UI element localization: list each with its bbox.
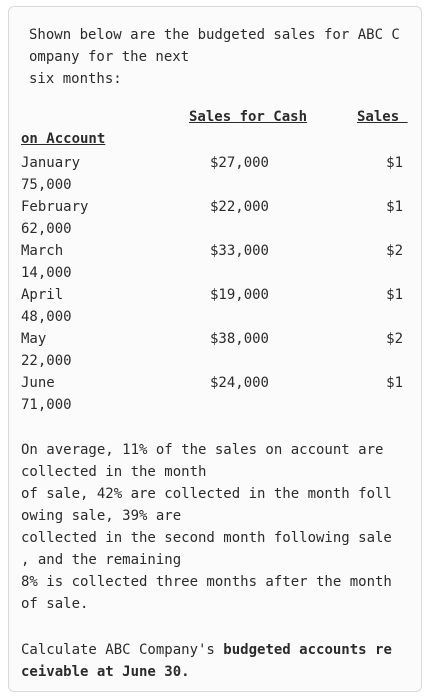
question-suffix: . (181, 664, 190, 680)
sales-on-account-tail: 48,000 (21, 309, 72, 325)
sales-for-cash-value: $19,000 (209, 287, 269, 303)
header-sales-for-cash: Sales for Cash (189, 109, 308, 125)
collection-line-5: collected in the second month following … (21, 530, 392, 546)
sales-on-account-tail: 62,000 (21, 221, 72, 237)
collection-line-7: 8% is collected three months after the m… (21, 574, 392, 590)
sales-on-account-head: $2 (386, 243, 403, 259)
collection-line-6: , and the remaining (21, 552, 182, 568)
question-prefix: Calculate ABC Company's (21, 642, 224, 658)
question-bold-part-1: budgeted accounts re (223, 642, 392, 658)
sales-on-account-tail: 14,000 (21, 265, 72, 281)
sales-for-cash-value: $38,000 (209, 331, 269, 347)
collection-line-3: of sale, 42% are collected in the month … (21, 486, 392, 502)
question-card: Shown below are the budgeted sales for A… (8, 6, 422, 692)
intro-line-2: ompany for the next (29, 49, 190, 65)
question-line-1: Calculate ABC Company's budgeted account… (21, 639, 392, 661)
sales-on-account-head: $1 (386, 375, 403, 391)
sales-on-account-head: $2 (386, 331, 403, 347)
month-label: March (21, 243, 64, 259)
header-on-account: on Account (21, 131, 106, 147)
sales-on-account-head: $1 (386, 287, 403, 303)
question-bold-part-2: ceivable at June 30 (21, 664, 182, 680)
sales-for-cash-value: $33,000 (209, 243, 269, 259)
month-label: January (21, 155, 81, 171)
month-label: April (21, 287, 64, 303)
sales-on-account-head: $1 (386, 199, 403, 215)
header-sales: Sales (357, 109, 408, 125)
intro-line-3: six months: (29, 71, 122, 87)
month-label: June (21, 375, 55, 391)
sales-for-cash-value: $27,000 (209, 155, 269, 171)
sales-on-account-head: $1 (386, 155, 403, 171)
sales-for-cash-value: $24,000 (209, 375, 269, 391)
collection-line-4: owing sale, 39% are (21, 508, 182, 524)
month-label: February (21, 199, 89, 215)
sales-for-cash-value: $22,000 (209, 199, 269, 215)
sales-on-account-tail: 71,000 (21, 397, 72, 413)
sales-on-account-tail: 22,000 (21, 353, 72, 369)
collection-line-8: of sale. (21, 596, 89, 612)
collection-line-1: On average, 11% of the sales on account … (21, 442, 384, 458)
intro-line-1: Shown below are the budgeted sales for A… (29, 27, 400, 43)
month-label: May (21, 331, 47, 347)
sales-on-account-tail: 75,000 (21, 177, 72, 193)
question-line-2: ceivable at June 30. (21, 661, 190, 683)
collection-line-2: collected in the month (21, 464, 207, 480)
